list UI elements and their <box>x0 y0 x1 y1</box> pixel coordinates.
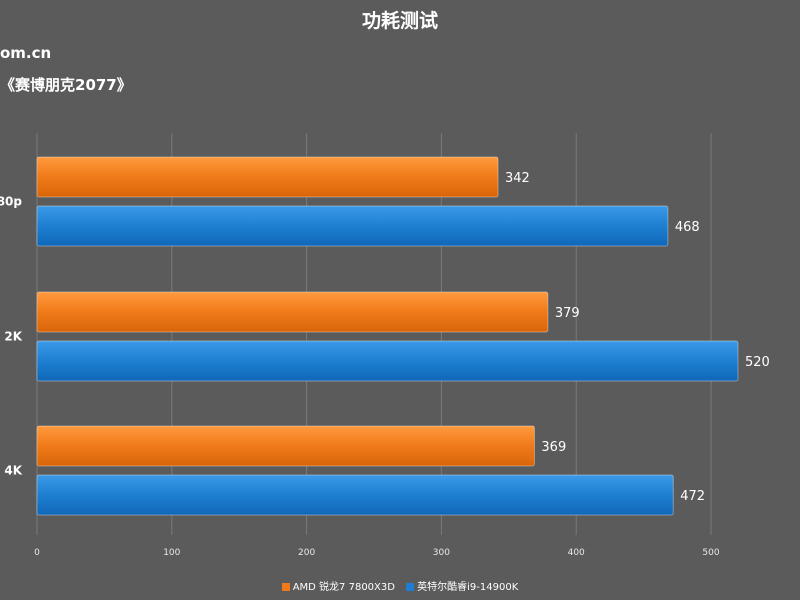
game-subtitle: 《赛博朋克2077》 <box>0 76 132 94</box>
x-tick-label: 300 <box>433 548 450 558</box>
chart-title: 功耗测试 <box>361 10 438 32</box>
bar-amd-4K <box>36 425 535 467</box>
legend-item-amd: AMD 锐龙7 7800X3D <box>281 578 395 593</box>
bar-amd-2K <box>36 291 549 333</box>
bar-intel-2K <box>36 340 739 382</box>
data-label-amd: 369 <box>541 440 566 455</box>
data-label-intel: 472 <box>680 489 705 504</box>
y-category-label: 80p <box>0 195 22 209</box>
y-category-label: 2K <box>4 330 22 344</box>
legend-item-intel: 英特尔酷睿i9-14900K <box>406 578 518 593</box>
legend-label-intel: 英特尔酷睿i9-14900K <box>417 582 519 593</box>
legend-swatch-intel <box>406 583 415 591</box>
data-label-amd: 342 <box>505 171 530 186</box>
source-watermark: om.cn <box>0 44 52 62</box>
y-category-label: 4K <box>4 464 22 478</box>
legend: AMD 锐龙7 7800X3D 英特尔酷睿i9-14900K <box>0 578 800 593</box>
bar-amd-80p <box>36 156 499 198</box>
legend-swatch-amd <box>281 583 290 591</box>
data-label-amd: 379 <box>555 306 580 321</box>
x-tick-label: 0 <box>34 548 40 558</box>
legend-label-amd: AMD 锐龙7 7800X3D <box>292 582 395 593</box>
x-tick-label: 500 <box>702 548 719 558</box>
bar-intel-4K <box>36 474 674 516</box>
x-tick-label: 200 <box>298 548 315 558</box>
bar-intel-80p <box>36 205 669 247</box>
x-tick-label: 400 <box>568 548 585 558</box>
data-label-intel: 520 <box>745 355 770 370</box>
x-tick-label: 100 <box>163 548 180 558</box>
data-label-intel: 468 <box>675 220 700 235</box>
